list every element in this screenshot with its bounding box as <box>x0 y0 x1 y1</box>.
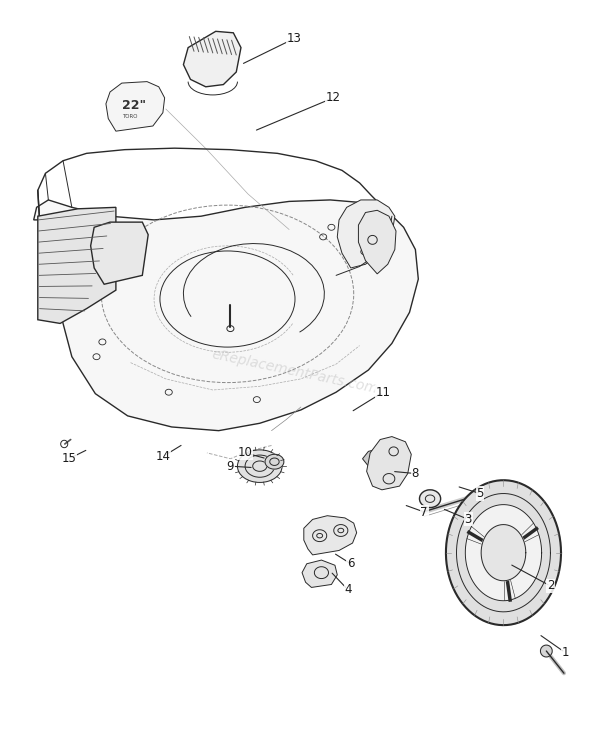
Polygon shape <box>366 437 411 490</box>
Text: 12: 12 <box>326 91 340 104</box>
Text: 4: 4 <box>344 583 352 596</box>
Polygon shape <box>106 82 165 132</box>
Text: 11: 11 <box>376 386 391 399</box>
Polygon shape <box>34 200 418 431</box>
Text: 8: 8 <box>412 467 419 480</box>
Text: 5: 5 <box>476 487 484 500</box>
Text: 2: 2 <box>547 580 554 592</box>
Polygon shape <box>91 222 148 285</box>
Polygon shape <box>302 560 337 588</box>
Polygon shape <box>446 480 561 625</box>
Polygon shape <box>540 645 552 657</box>
Polygon shape <box>481 525 526 581</box>
Text: eReplacementParts.com: eReplacementParts.com <box>211 347 379 396</box>
Text: TORO: TORO <box>122 114 137 119</box>
Text: 13: 13 <box>286 32 301 45</box>
Polygon shape <box>358 210 396 274</box>
Polygon shape <box>466 504 542 601</box>
Text: 14: 14 <box>155 450 171 463</box>
Text: 7: 7 <box>421 505 428 519</box>
Polygon shape <box>38 207 116 323</box>
Text: 3: 3 <box>464 513 472 526</box>
Text: 6: 6 <box>347 557 355 571</box>
Text: 15: 15 <box>61 452 76 465</box>
Text: 10: 10 <box>238 447 253 459</box>
Text: 1: 1 <box>561 646 569 659</box>
Polygon shape <box>419 490 441 507</box>
Polygon shape <box>337 200 395 268</box>
Polygon shape <box>304 516 357 555</box>
Text: 9: 9 <box>227 460 234 473</box>
Polygon shape <box>237 450 282 482</box>
Polygon shape <box>265 454 284 469</box>
Polygon shape <box>362 449 386 466</box>
Text: 22": 22" <box>122 99 146 111</box>
Polygon shape <box>183 31 241 87</box>
